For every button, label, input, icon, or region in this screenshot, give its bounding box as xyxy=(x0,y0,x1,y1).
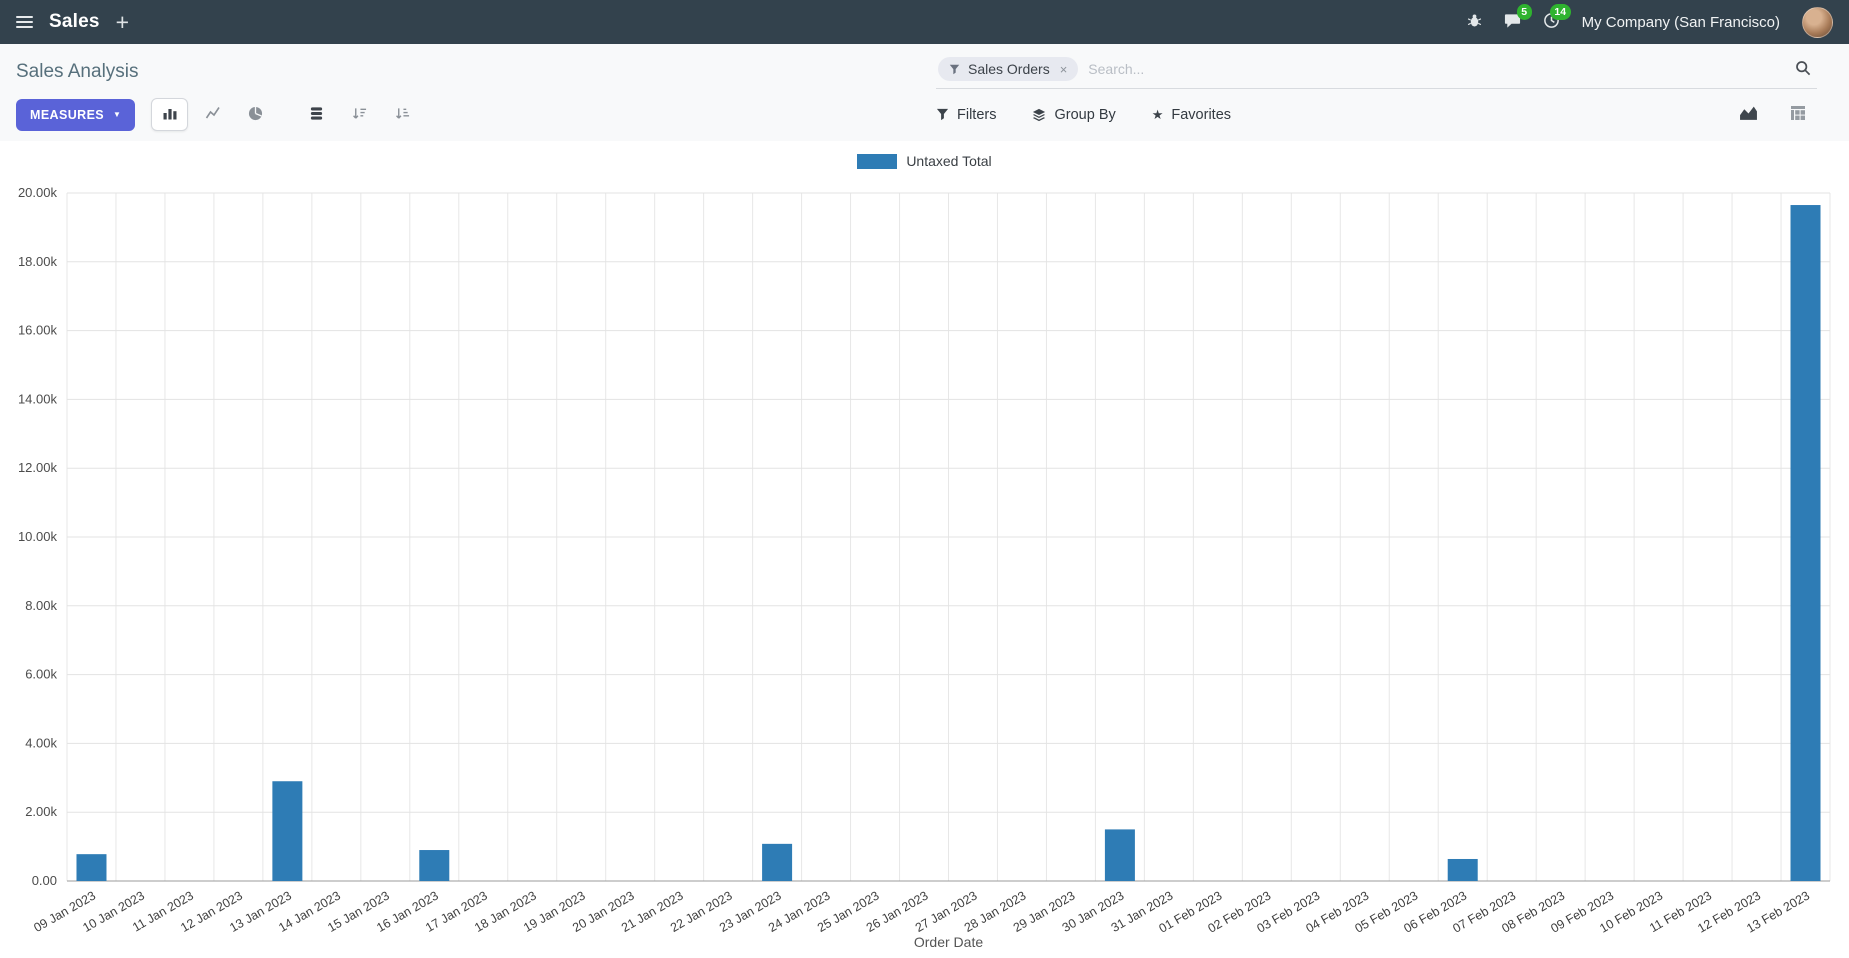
app-name[interactable]: Sales xyxy=(49,11,100,32)
svg-text:12.00k: 12.00k xyxy=(18,460,58,475)
stacked-icon xyxy=(309,106,324,124)
pivot-view-button[interactable] xyxy=(1779,98,1817,131)
debug-button[interactable] xyxy=(1467,13,1482,31)
svg-text:10.00k: 10.00k xyxy=(18,529,58,544)
svg-text:8.00k: 8.00k xyxy=(25,598,57,613)
hamburger-icon xyxy=(16,16,33,28)
legend-swatch xyxy=(857,153,898,169)
svg-text:2.00k: 2.00k xyxy=(25,804,57,819)
navbar-left: Sales + xyxy=(16,8,130,35)
activities-badge: 14 xyxy=(1549,4,1571,20)
graph-view-button[interactable] xyxy=(1729,98,1767,131)
svg-text:4.00k: 4.00k xyxy=(25,735,57,750)
line-chart-icon xyxy=(205,105,221,124)
navbar-right: 5 14 My Company (San Francisco) xyxy=(1467,4,1833,38)
layers-icon xyxy=(1032,108,1046,122)
search-facet-label: Sales Orders xyxy=(968,61,1050,77)
control-panel-bottom-row: MEASURES ▼ xyxy=(16,98,1833,131)
sort-descending-icon xyxy=(352,106,367,124)
sort-descending-button[interactable] xyxy=(341,98,378,131)
bar-chart-canvas[interactable]: 0.00 2.00k 4.00k 6.00k 8.00k 10.00k 12.00k 14.0… xyxy=(0,141,1849,955)
control-panel: Sales Analysis Sales Orders × xyxy=(0,44,1849,141)
new-tab-button[interactable]: + xyxy=(115,8,130,35)
plus-icon: + xyxy=(115,8,130,35)
favorites-label: Favorites xyxy=(1171,106,1232,123)
search-area: Sales Orders × xyxy=(936,54,1833,89)
page-title: Sales Analysis xyxy=(16,60,139,82)
svg-text:20.00k: 20.00k xyxy=(18,185,58,200)
user-avatar[interactable] xyxy=(1802,6,1833,38)
bug-icon xyxy=(1467,13,1482,31)
favorites-button[interactable]: ★ Favorites xyxy=(1152,107,1231,123)
graph-toolbar: MEASURES ▼ xyxy=(16,98,936,131)
search-submit-button[interactable] xyxy=(1795,60,1811,79)
search-options-row: Filters Group By ★ Favorites xyxy=(936,98,1833,131)
svg-text:16.00k: 16.00k xyxy=(18,323,58,338)
sort-ascending-button[interactable] xyxy=(384,98,421,131)
svg-text:18.00k: 18.00k xyxy=(18,254,58,269)
search-facet[interactable]: Sales Orders × xyxy=(938,57,1079,81)
sort-ascending-icon xyxy=(395,106,410,124)
area-chart-icon xyxy=(1739,105,1758,125)
pie-chart-mode-button[interactable] xyxy=(237,98,274,131)
funnel-icon xyxy=(936,108,949,121)
view-switcher xyxy=(1729,98,1817,131)
company-switcher[interactable]: My Company (San Francisco) xyxy=(1581,13,1780,31)
stacked-toggle-button[interactable] xyxy=(298,98,335,131)
legend-label: Untaxed Total xyxy=(906,153,992,169)
measures-button[interactable]: MEASURES ▼ xyxy=(16,98,136,131)
messages-button[interactable]: 5 xyxy=(1504,4,1532,32)
search-bar[interactable]: Sales Orders × xyxy=(936,54,1817,89)
messages-badge: 5 xyxy=(1516,4,1532,20)
pivot-table-icon xyxy=(1790,105,1806,124)
svg-text:14.00k: 14.00k xyxy=(18,391,58,406)
top-navbar: Sales + 5 14 My Company (San Fran xyxy=(0,0,1849,44)
measures-label: MEASURES xyxy=(30,107,105,122)
star-icon: ★ xyxy=(1151,107,1164,122)
apps-menu-button[interactable] xyxy=(16,16,33,28)
legend-item[interactable]: Untaxed Total xyxy=(0,153,1849,169)
group-by-label: Group By xyxy=(1054,106,1116,123)
search-icon xyxy=(1795,60,1811,79)
chart-region: Untaxed Total 0.00 2.00k 4.00k 6.00k 8.00k 10… xyxy=(0,141,1849,955)
activities-button[interactable]: 14 xyxy=(1543,4,1571,32)
filters-label: Filters xyxy=(957,106,997,123)
search-input[interactable] xyxy=(1088,61,1785,77)
control-panel-top-row: Sales Analysis Sales Orders × xyxy=(16,54,1833,89)
filter-tools: Filters Group By ★ Favorites xyxy=(936,107,1231,123)
pie-chart-icon xyxy=(248,106,263,124)
breadcrumb-area: Sales Analysis xyxy=(16,61,936,83)
svg-text:0.00: 0.00 xyxy=(32,873,57,888)
bar-chart-mode-button[interactable] xyxy=(151,98,189,131)
facet-remove-icon[interactable]: × xyxy=(1059,61,1068,77)
caret-down-icon: ▼ xyxy=(113,109,122,119)
line-chart-mode-button[interactable] xyxy=(194,98,231,131)
filter-facet-icon xyxy=(949,64,960,75)
group-by-button[interactable]: Group By xyxy=(1032,106,1116,123)
filters-button[interactable]: Filters xyxy=(936,107,996,123)
chat-bubble-icon xyxy=(1504,12,1521,32)
svg-text:Order Date: Order Date xyxy=(914,934,983,950)
bar-chart-icon xyxy=(162,105,178,124)
svg-text:6.00k: 6.00k xyxy=(25,667,57,682)
